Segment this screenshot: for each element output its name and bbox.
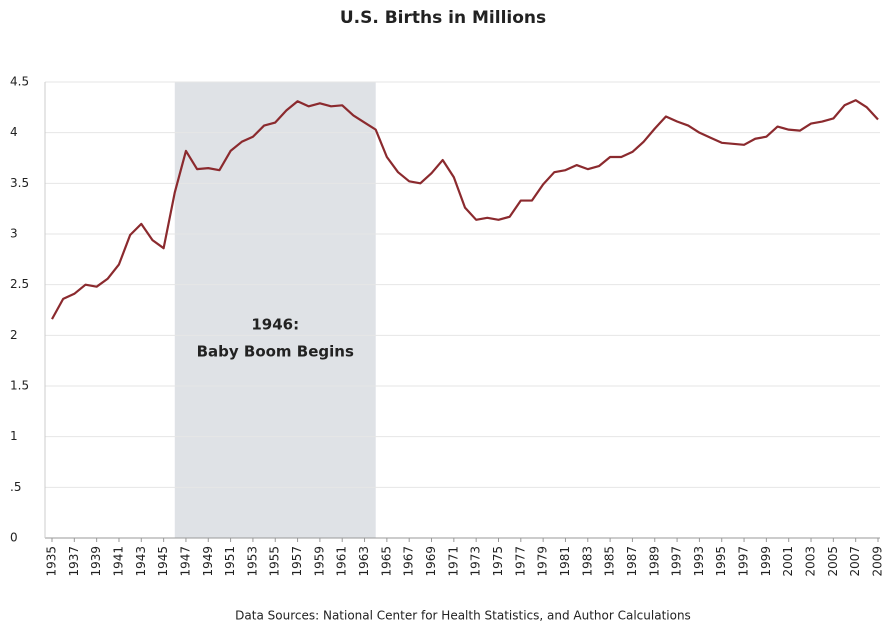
annotation: Baby Boom Begins	[197, 343, 354, 361]
x-tick-label: 1967	[402, 546, 416, 577]
x-tick-label: 1987	[625, 546, 639, 577]
x-tick-label: 1969	[424, 546, 438, 577]
x-tick-label: 2007	[848, 546, 862, 577]
y-tick-label: 1	[10, 429, 18, 443]
y-tick-label: 3	[10, 227, 18, 241]
y-tick-label: 4	[10, 125, 18, 139]
y-tick-label: 4.5	[10, 75, 29, 89]
x-tick-label: 2009	[871, 546, 885, 577]
x-tick-label: 1965	[379, 546, 393, 577]
x-tick-label: 1953	[245, 546, 259, 577]
y-tick-label: 2.5	[10, 277, 29, 291]
x-tick-label: 1993	[692, 546, 706, 577]
y-tick-label: 2	[10, 328, 18, 342]
x-tick-label: 2003	[804, 546, 818, 577]
x-tick-label: 1979	[536, 546, 550, 577]
x-tick-label: 1961	[335, 546, 349, 577]
chart-title: U.S. Births in Millions	[340, 8, 546, 28]
x-tick-label: 1983	[580, 546, 594, 577]
y-tick-label: .5	[10, 480, 21, 494]
annotation: 1946:	[251, 316, 299, 334]
x-tick-label: 2005	[826, 546, 840, 577]
source-note: Data Sources: National Center for Health…	[235, 609, 691, 623]
x-tick-label: 1989	[647, 546, 661, 577]
x-tick-label: 1937	[67, 546, 81, 577]
y-tick-label: 3.5	[10, 176, 29, 190]
x-tick-label: 1957	[290, 546, 304, 577]
x-tick-label: 1941	[111, 546, 125, 577]
x-tick-label: 1995	[714, 546, 728, 577]
x-tick-label: 1963	[357, 546, 371, 577]
x-tick-label: 1949	[201, 546, 215, 577]
y-tick-label: 1.5	[10, 379, 29, 393]
x-tick-label: 1945	[156, 546, 170, 577]
data-line	[51, 99, 879, 320]
x-tick-label: 1951	[223, 546, 237, 577]
x-tick-label: 1977	[513, 546, 527, 577]
x-tick-label: 1971	[446, 546, 460, 577]
x-tick-label: 1959	[312, 546, 326, 577]
x-tick-label: 1935	[45, 546, 59, 577]
y-tick-label: 0	[10, 531, 18, 545]
x-tick-label: 2001	[781, 546, 795, 577]
x-tick-label: 1985	[603, 546, 617, 577]
x-tick-label: 1947	[178, 546, 192, 577]
x-tick-label: 1975	[491, 546, 505, 577]
x-tick-label: 1955	[268, 546, 282, 577]
x-tick-label: 1999	[759, 546, 773, 577]
x-tick-label: 1973	[469, 546, 483, 577]
highlight-region	[174, 82, 376, 538]
x-tick-label: 1981	[558, 546, 572, 577]
x-tick-label: 1997	[670, 546, 684, 577]
x-tick-label: 1943	[134, 546, 148, 577]
x-tick-label: 1997	[737, 546, 751, 577]
x-tick-label: 1939	[89, 546, 103, 577]
